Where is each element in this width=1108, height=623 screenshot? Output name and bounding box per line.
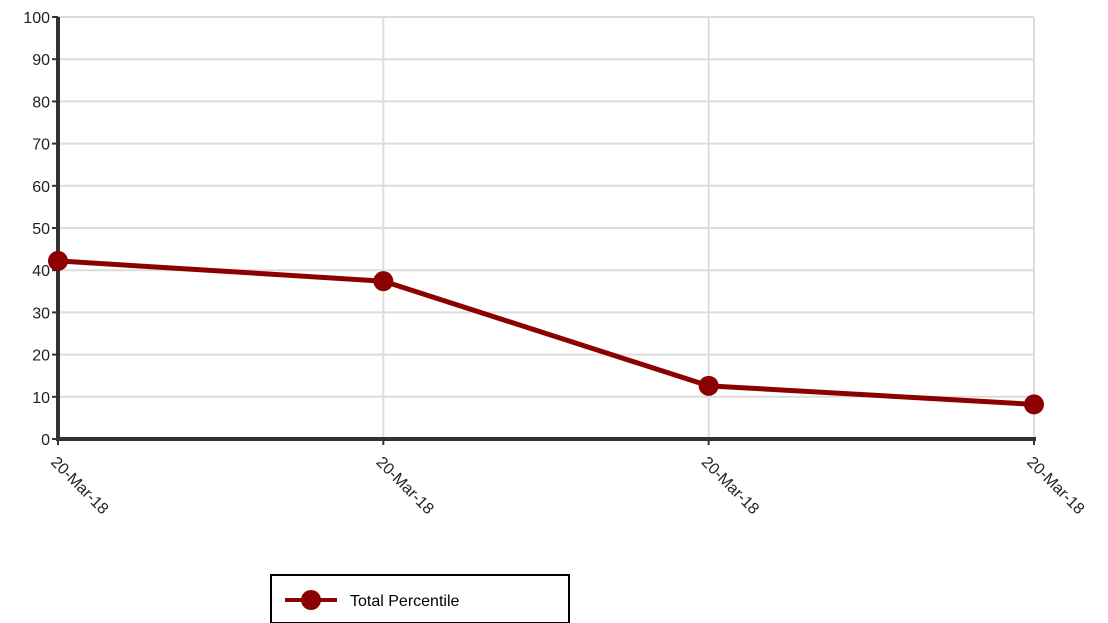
data-point[interactable]	[373, 271, 394, 292]
data-point[interactable]	[48, 250, 68, 271]
x-axis-ticks: 20-Mar-18 20-Mar-18 20-Mar-18 20-Mar-18	[47, 439, 1087, 518]
y-tick-label: 70	[32, 137, 50, 154]
x-tick-label: 20-Mar-18	[698, 454, 762, 518]
y-tick-label: 90	[32, 52, 50, 69]
legend-series-marker	[301, 590, 321, 610]
y-tick-label: 40	[32, 263, 50, 280]
y-tick-label: 10	[32, 390, 50, 407]
x-tick-label: 20-Mar-18	[47, 454, 111, 518]
legend-label-total-percentile: Total Percentile	[350, 593, 459, 610]
y-tick-label: 80	[32, 94, 50, 111]
y-tick-label: 20	[32, 348, 50, 365]
grid-lines	[57, 16, 1035, 440]
series-group	[48, 250, 1044, 415]
x-tick-label: 20-Mar-18	[373, 454, 437, 518]
y-tick-label: 30	[32, 305, 50, 322]
x-tick-label: 20-Mar-18	[1023, 454, 1087, 518]
y-tick-label: 50	[32, 221, 50, 238]
data-point[interactable]	[698, 375, 719, 396]
y-tick-label: 60	[32, 179, 50, 196]
series-line	[57, 258, 1035, 407]
y-tick-label: 100	[23, 10, 50, 27]
legend: Total Percentile	[270, 574, 570, 623]
y-axis-ticks: 0 10 20 30 40 50 60 70 80 90 100	[23, 10, 58, 449]
y-tick-label: 0	[41, 432, 50, 449]
data-point[interactable]	[1024, 394, 1044, 415]
